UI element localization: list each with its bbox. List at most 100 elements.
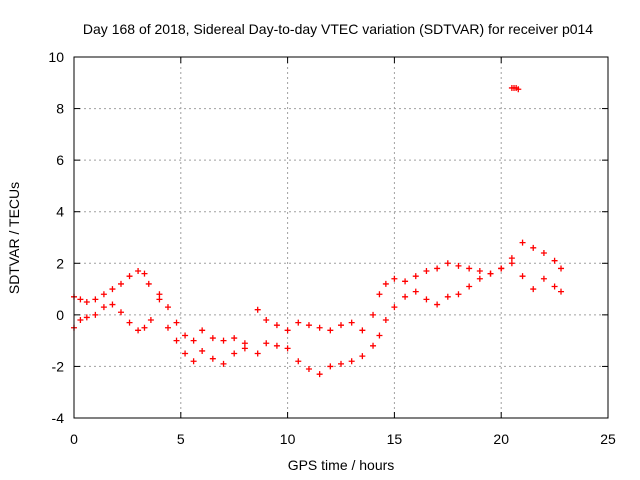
data-point [209, 335, 216, 342]
data-point [530, 244, 537, 251]
axis-ticks [73, 56, 609, 419]
data-point [117, 280, 124, 287]
data-point [434, 265, 441, 272]
data-point [109, 286, 116, 293]
data-point [117, 309, 124, 316]
data-point [402, 293, 409, 300]
data-point [199, 347, 206, 354]
data-point [508, 255, 515, 262]
data-point [263, 317, 270, 324]
data-point [540, 275, 547, 282]
data-point [423, 268, 430, 275]
data-point [135, 327, 142, 334]
data-point [359, 327, 366, 334]
data-point [77, 296, 84, 303]
series-2-points [71, 260, 565, 378]
data-point [327, 327, 334, 334]
data-point [263, 340, 270, 347]
data-point [412, 288, 419, 295]
data-point [434, 301, 441, 308]
plot-frame [73, 56, 609, 419]
data-point [487, 270, 494, 277]
data-point [77, 317, 84, 324]
data-points [71, 84, 565, 378]
data-point [455, 291, 462, 298]
data-point [83, 314, 90, 321]
data-point [109, 301, 116, 308]
data-point [382, 280, 389, 287]
data-point [412, 273, 419, 280]
x-axis-label: GPS time / hours [288, 457, 395, 473]
data-point [295, 319, 302, 326]
data-point [402, 278, 409, 285]
y-tick-label: 2 [56, 255, 64, 271]
data-point [156, 296, 163, 303]
data-point [508, 260, 515, 267]
data-point [141, 270, 148, 277]
data-point [284, 327, 291, 334]
data-point [519, 239, 526, 246]
data-point [558, 265, 565, 272]
data-point [305, 366, 312, 373]
data-point [273, 322, 280, 329]
data-point [382, 317, 389, 324]
data-point [190, 337, 197, 344]
x-tick-label: 10 [280, 431, 296, 447]
y-tick-label: -2 [52, 358, 65, 374]
data-point [231, 350, 238, 357]
x-tick-label: 0 [70, 431, 78, 447]
data-point [220, 337, 227, 344]
data-point [173, 319, 180, 326]
data-point [370, 311, 377, 318]
data-point [305, 322, 312, 329]
data-point [92, 296, 99, 303]
data-point [209, 355, 216, 362]
data-point [476, 275, 483, 282]
data-point [466, 283, 473, 290]
y-tick-label: 8 [56, 101, 64, 117]
data-point [540, 249, 547, 256]
data-point [338, 322, 344, 329]
data-point [466, 265, 473, 272]
data-point [391, 275, 398, 282]
data-point [141, 324, 148, 331]
data-point [338, 360, 344, 367]
x-tick-label: 25 [600, 431, 616, 447]
data-point [530, 286, 537, 293]
data-point [241, 340, 248, 347]
data-point [348, 319, 355, 326]
data-point [551, 257, 558, 264]
data-point [164, 304, 171, 311]
data-point [164, 324, 171, 331]
y-tick-label: 10 [48, 49, 64, 65]
data-point [145, 280, 152, 287]
y-tick-label: 0 [56, 307, 64, 323]
data-point [92, 311, 99, 318]
data-point [515, 86, 522, 93]
data-point [376, 291, 383, 298]
data-point [199, 327, 206, 334]
series-1-points [71, 239, 565, 347]
data-point [147, 317, 154, 324]
data-point [348, 358, 355, 365]
y-tick-label: 4 [56, 204, 64, 220]
x-tick-label: 15 [387, 431, 403, 447]
data-point [254, 350, 261, 357]
y-tick-label: 6 [56, 152, 64, 168]
data-point [455, 262, 462, 269]
data-point [423, 296, 430, 303]
data-point [156, 291, 163, 298]
data-point [100, 291, 107, 298]
data-point [519, 273, 526, 280]
data-point [100, 304, 107, 311]
data-point [83, 298, 90, 305]
data-point [359, 353, 366, 360]
data-point [327, 363, 334, 370]
data-point [241, 345, 248, 352]
data-point [220, 360, 227, 367]
data-point [135, 268, 142, 275]
data-point [391, 304, 398, 311]
data-point [182, 350, 189, 357]
